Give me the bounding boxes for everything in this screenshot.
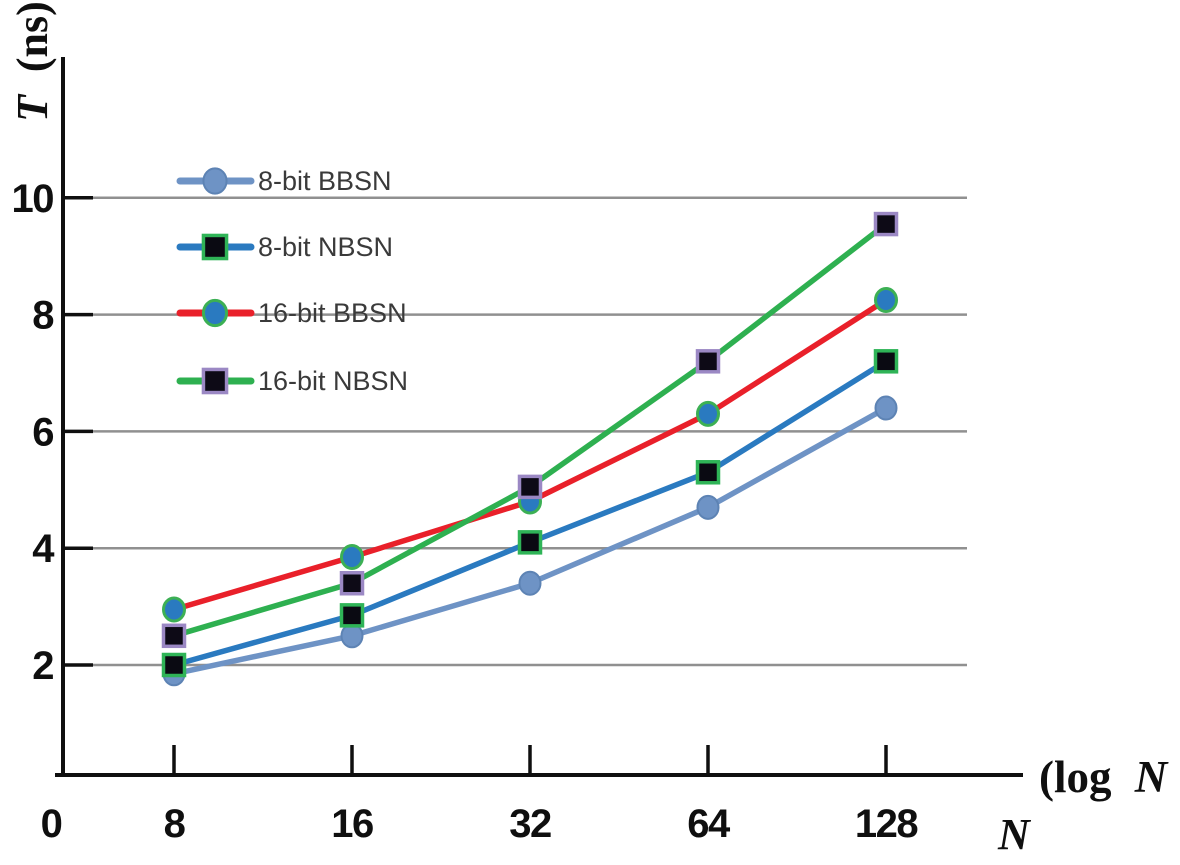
y-axis-title-symbol: T [8,93,57,122]
data-point-marker [518,570,542,596]
series-16-bit-bbsn [162,287,898,623]
y-tick-label: 10 [12,177,54,221]
data-point-marker [696,494,720,520]
series-line [171,297,889,613]
x-tick-label: 32 [509,802,551,846]
x-tick-label: 8 [164,802,186,846]
data-point-marker [874,395,898,421]
data-point-marker [874,287,898,313]
y-axis-title: T (ns) [8,1,57,122]
legend-item-8-bit-nbsn: 8-bit NBSN [176,232,393,262]
x-tick-label: 64 [687,802,731,846]
y-tick-label: 8 [32,294,54,338]
data-point-marker [201,367,229,395]
y-tick-label: 2 [32,644,53,688]
legend-label: 8-bit BBSN [258,166,392,196]
x-axis-subtitle: N [997,810,1032,859]
series-8-bit-nbsn [161,349,899,678]
data-point-marker [161,623,187,649]
data-point-marker [517,474,543,500]
axis-layer [55,57,1023,777]
data-point-marker [873,211,899,237]
data-point-marker [201,298,229,328]
data-point-marker [340,623,364,649]
x-tick-label: 16 [331,802,373,846]
x-tick-label: 128 [855,802,918,846]
data-point-marker [162,596,186,623]
data-point-marker [517,530,543,555]
data-point-marker [161,652,187,678]
y-tick-label: 6 [32,410,53,454]
data-point-marker [339,570,365,596]
series-16-bit-nbsn [161,211,899,649]
origin-label: 0 [41,802,62,846]
legend-item-16-bit-nbsn: 16-bit NBSN [176,366,408,396]
x-axis-title-variable: N [1134,752,1169,802]
legend-item-16-bit-bbsn: 16-bit BBSN [176,298,407,328]
data-point-marker [696,400,720,427]
data-point-marker [201,233,229,261]
legend-label: 16-bit BBSN [258,298,407,328]
legend-label: 8-bit NBSN [258,232,393,262]
legend-label: 16-bit NBSN [258,366,408,396]
data-point-marker [873,349,899,374]
data-point-marker [340,543,364,570]
y-axis-title-unit: (ns) [8,1,57,72]
legend-item-8-bit-bbsn: 8-bit BBSN [176,166,392,196]
x-axis-title: (log N ) [1039,752,1180,802]
y-tick-label: 4 [32,527,55,571]
legend: 8-bit BBSN 8-bit NBSN 16-bit BBSN 16-bit NB… [176,166,408,396]
x-axis-title-prefix: (log [1039,752,1112,802]
data-point-marker [695,460,721,485]
data-point-marker [339,603,365,628]
data-point-marker [695,349,721,374]
series-layer [161,211,899,687]
data-point-marker [202,167,228,195]
